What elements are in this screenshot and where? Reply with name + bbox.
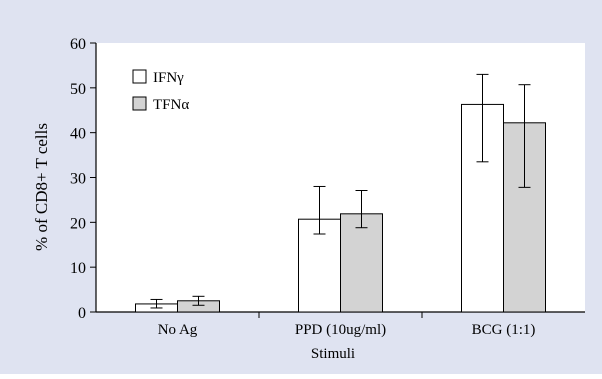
legend-label-tnf: TFNα [153,97,189,113]
y-axis-label: % of CD8+ T cells [32,123,51,251]
y-tick-label: 40 [70,126,86,143]
x-tick-label: BCG (1:1) [472,322,536,338]
y-tick-label: 0 [78,305,86,322]
y-tick-label: 30 [70,171,86,188]
x-tick-label: No Ag [158,322,198,338]
legend-label-ifn: IFNγ [153,70,184,86]
x-axis-label: Stimuli [311,346,355,362]
bar [340,213,383,313]
y-tick-label: 60 [70,36,86,53]
legend-swatch-tnf [132,96,147,111]
y-tick-label: 20 [70,215,86,232]
legend-swatch-ifn [132,69,147,84]
x-tick-label: PPD (10ug/ml) [295,322,386,338]
y-tick-label: 50 [70,81,86,98]
legend: IFNγ TFNα [132,69,189,113]
y-tick-label: 10 [70,260,86,277]
